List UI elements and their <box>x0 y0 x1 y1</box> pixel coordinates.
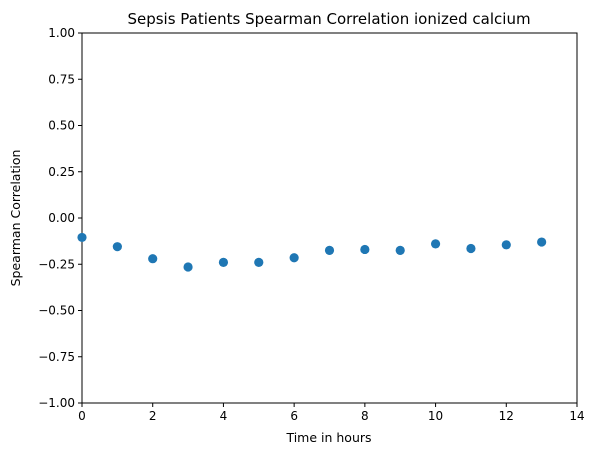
data-point <box>501 240 511 250</box>
y-axis: 1.00 0.75 0.50 0.25 0.00 −0.25 −0.50 −0.75 −1.00 <box>38 26 82 410</box>
data-point <box>324 245 335 255</box>
plot-frame <box>81 32 578 404</box>
data-point <box>77 232 87 243</box>
y-axis-label: Spearman Correlation <box>8 150 23 287</box>
y-tick-label: 0.00 <box>48 211 75 225</box>
data-point <box>430 239 441 249</box>
y-tick-label: −1.00 <box>38 396 75 410</box>
x-tick-label: 12 <box>499 409 514 423</box>
y-tick-label: −0.25 <box>38 257 75 271</box>
y-tick-label: −0.75 <box>38 350 75 364</box>
y-tick-label: −0.50 <box>38 304 75 318</box>
y-tick-label: 0.25 <box>48 165 75 179</box>
data-point <box>395 245 405 255</box>
y-tick-label: 1.00 <box>48 26 75 40</box>
data-point <box>537 237 547 247</box>
plot-area: 0 2 4 6 8 10 12 14 1.00 0.75 0.50 0.25 0.00 −0.25 −0.… <box>38 26 584 423</box>
x-tick-label: 6 <box>290 409 298 423</box>
x-tick-label: 10 <box>428 409 443 423</box>
x-tick-label: 2 <box>149 409 157 423</box>
x-axis-label: Time in hours <box>285 430 371 445</box>
chart-title: Sepsis Patients Spearman Correlation ion… <box>127 10 530 28</box>
y-tick-label: 0.50 <box>48 119 75 133</box>
x-tick-label: 8 <box>361 409 369 423</box>
data-point <box>218 257 229 267</box>
data-point <box>112 242 122 252</box>
y-tick-label: 0.75 <box>48 72 75 86</box>
data-point <box>466 243 476 254</box>
data-points <box>77 232 547 272</box>
data-point <box>183 262 193 272</box>
data-point <box>254 257 264 267</box>
x-axis: 0 2 4 6 8 10 12 14 <box>78 403 585 423</box>
data-point <box>289 253 299 263</box>
x-tick-label: 4 <box>220 409 228 423</box>
data-point <box>360 244 370 255</box>
x-tick-label: 14 <box>569 409 584 423</box>
data-point <box>148 254 158 264</box>
x-tick-label: 0 <box>78 409 86 423</box>
